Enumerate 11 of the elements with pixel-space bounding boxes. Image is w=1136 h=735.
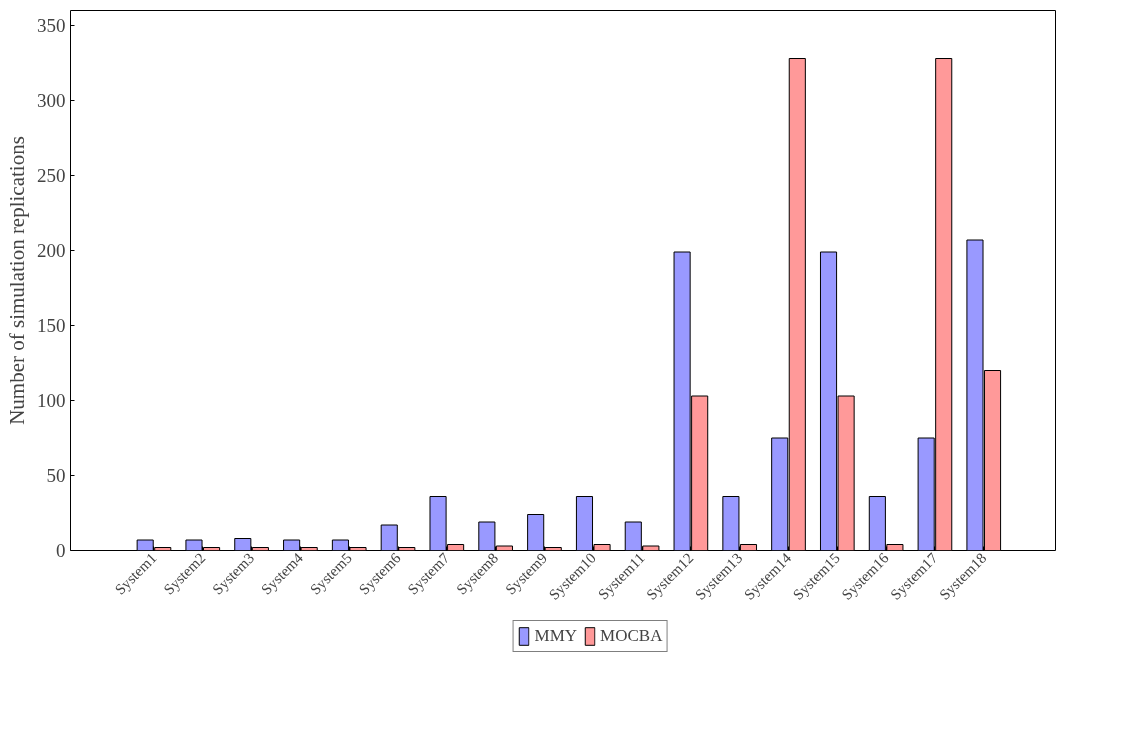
y-tick-label: 300 xyxy=(37,90,66,111)
y-axis-title: Number of simulation replications xyxy=(5,136,29,425)
y-tick-label: 150 xyxy=(37,315,66,336)
y-tick-label: 100 xyxy=(37,390,66,411)
y-tick-label: 0 xyxy=(56,540,66,561)
legend-label: MMY xyxy=(534,626,578,646)
y-tick-label: 50 xyxy=(46,465,66,486)
y-tick-label: 250 xyxy=(37,165,66,186)
legend-label: MOCBA xyxy=(600,626,663,646)
y-tick-label: 200 xyxy=(37,240,66,261)
y-tick-label: 350 xyxy=(37,15,66,36)
